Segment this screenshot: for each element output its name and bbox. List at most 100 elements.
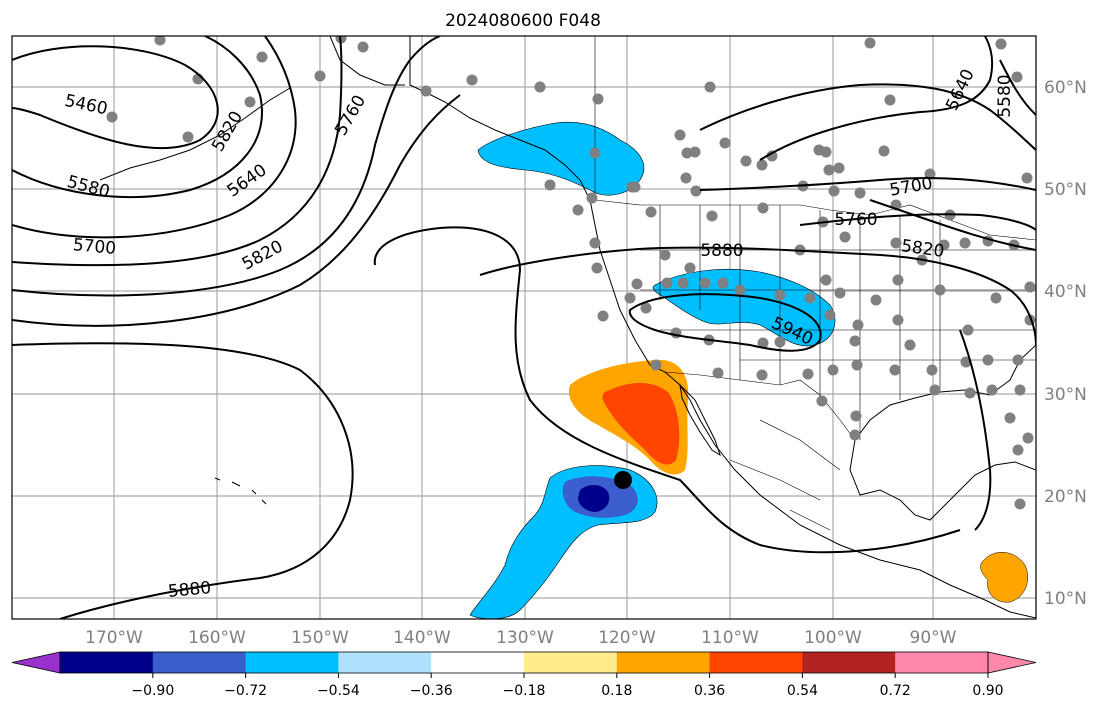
- colorbar-tick-label: 0.54: [787, 683, 818, 699]
- station-dot: [534, 81, 546, 93]
- anomaly-shading: [469, 122, 1028, 619]
- colorbar-segment: [245, 652, 339, 673]
- station-dot: [889, 364, 901, 376]
- station-dot: [802, 368, 814, 380]
- station-dot: [878, 145, 890, 157]
- station-dot: [1021, 172, 1033, 184]
- coastlines: [99, 36, 1036, 619]
- station-dot: [589, 147, 601, 159]
- lat-label: 30°N: [1044, 385, 1087, 405]
- station-dot: [964, 387, 976, 399]
- contour-5820: [12, 94, 461, 327]
- station-dot: [586, 192, 598, 204]
- lat-label: 50°N: [1044, 180, 1087, 200]
- station-dot: [717, 277, 729, 289]
- station-dot: [712, 367, 724, 379]
- station-dot: [986, 384, 998, 396]
- lon-label: 130°W: [496, 628, 554, 648]
- station-dot: [904, 339, 916, 351]
- contour-5880-continent: [479, 246, 1036, 346]
- negative-anomaly-alaska: [477, 122, 645, 196]
- colorbar-extend-high: [987, 651, 1037, 674]
- contour-5940: [628, 293, 822, 352]
- station-dot: [256, 51, 268, 63]
- colorbar-segment: [802, 652, 896, 673]
- station-dot: [929, 384, 941, 396]
- station-dot: [823, 164, 835, 176]
- contour-5880-pacific: [12, 342, 354, 619]
- station-dot: [995, 38, 1007, 50]
- lon-label: 140°W: [393, 628, 451, 648]
- station-dot: [774, 336, 786, 348]
- station-dot: [884, 94, 896, 106]
- lat-label: 60°N: [1044, 78, 1087, 98]
- station-dot: [572, 204, 584, 216]
- station-dot: [592, 93, 604, 105]
- station-dot: [420, 85, 432, 97]
- station-dot: [706, 210, 718, 222]
- lon-label: 150°W: [291, 628, 349, 648]
- station-dot: [824, 309, 836, 321]
- station-dot: [1014, 498, 1026, 510]
- station-dot: [1012, 354, 1024, 366]
- figure-title: 2024080600 F048: [445, 11, 601, 31]
- station-dot: [719, 137, 731, 149]
- contour-5700: [12, 36, 343, 267]
- storm-center-marker: [614, 471, 632, 489]
- contour-5580-east: [999, 59, 1036, 116]
- lat-label: 40°N: [1044, 282, 1087, 302]
- station-dot: [850, 410, 862, 422]
- lon-label: 120°W: [598, 628, 656, 648]
- station-dot: [544, 179, 556, 191]
- station-dot: [849, 429, 861, 441]
- station-dot: [757, 337, 769, 349]
- baja-peninsula: [679, 383, 721, 457]
- station-dot: [820, 274, 832, 286]
- north-america-coast: [409, 36, 1036, 619]
- station-dot: [314, 70, 326, 82]
- hawaii-islands: [214, 477, 267, 505]
- station-dot: [597, 310, 609, 322]
- contour-5760: [12, 36, 441, 297]
- station-dot: [740, 155, 752, 167]
- station-dot: [757, 202, 769, 214]
- station-dot: [820, 146, 832, 158]
- station-dot: [357, 41, 369, 53]
- station-dot: [852, 319, 864, 331]
- colorbar-segment: [895, 652, 989, 673]
- lat-label: 20°N: [1044, 487, 1087, 507]
- contour-5700-east: [699, 177, 1036, 191]
- colorbar: −0.90 −0.72 −0.54 −0.36 −0.18 0.18 0.36 0.54 0.7…: [11, 651, 1037, 699]
- station-dot: [854, 187, 866, 199]
- positive-anomaly-baja-red: [602, 382, 680, 465]
- contour-label: 5880: [700, 241, 743, 261]
- station-dot: [650, 359, 662, 371]
- colorbar-extend-low: [11, 651, 61, 674]
- station-dot: [677, 277, 689, 289]
- station-dot: [466, 74, 478, 86]
- us-canada-border: [594, 199, 1036, 241]
- station-dot: [959, 237, 971, 249]
- station-dot: [680, 172, 692, 184]
- station-dot: [892, 314, 904, 326]
- station-dot: [681, 147, 693, 159]
- station-dot: [699, 277, 711, 289]
- mexico-states: [729, 419, 841, 531]
- station-dot: [833, 162, 845, 174]
- lat-label: 10°N: [1044, 589, 1087, 609]
- station-dot: [892, 274, 904, 286]
- station-dot: [1012, 444, 1024, 456]
- contour-label: 5880: [167, 578, 212, 602]
- contour-5460: [12, 45, 219, 150]
- colorbar-segment: [338, 652, 432, 673]
- colorbar-tick-label: −0.72: [224, 683, 267, 699]
- station-dot: [990, 292, 1002, 304]
- lon-label: 160°W: [188, 628, 246, 648]
- contour-gulf: [959, 329, 992, 531]
- lon-label: 110°W: [701, 628, 759, 648]
- station-dot: [849, 335, 861, 347]
- station-dot: [631, 278, 643, 290]
- lon-label: 170°W: [85, 628, 143, 648]
- colorbar-tick-label: −0.36: [410, 683, 453, 699]
